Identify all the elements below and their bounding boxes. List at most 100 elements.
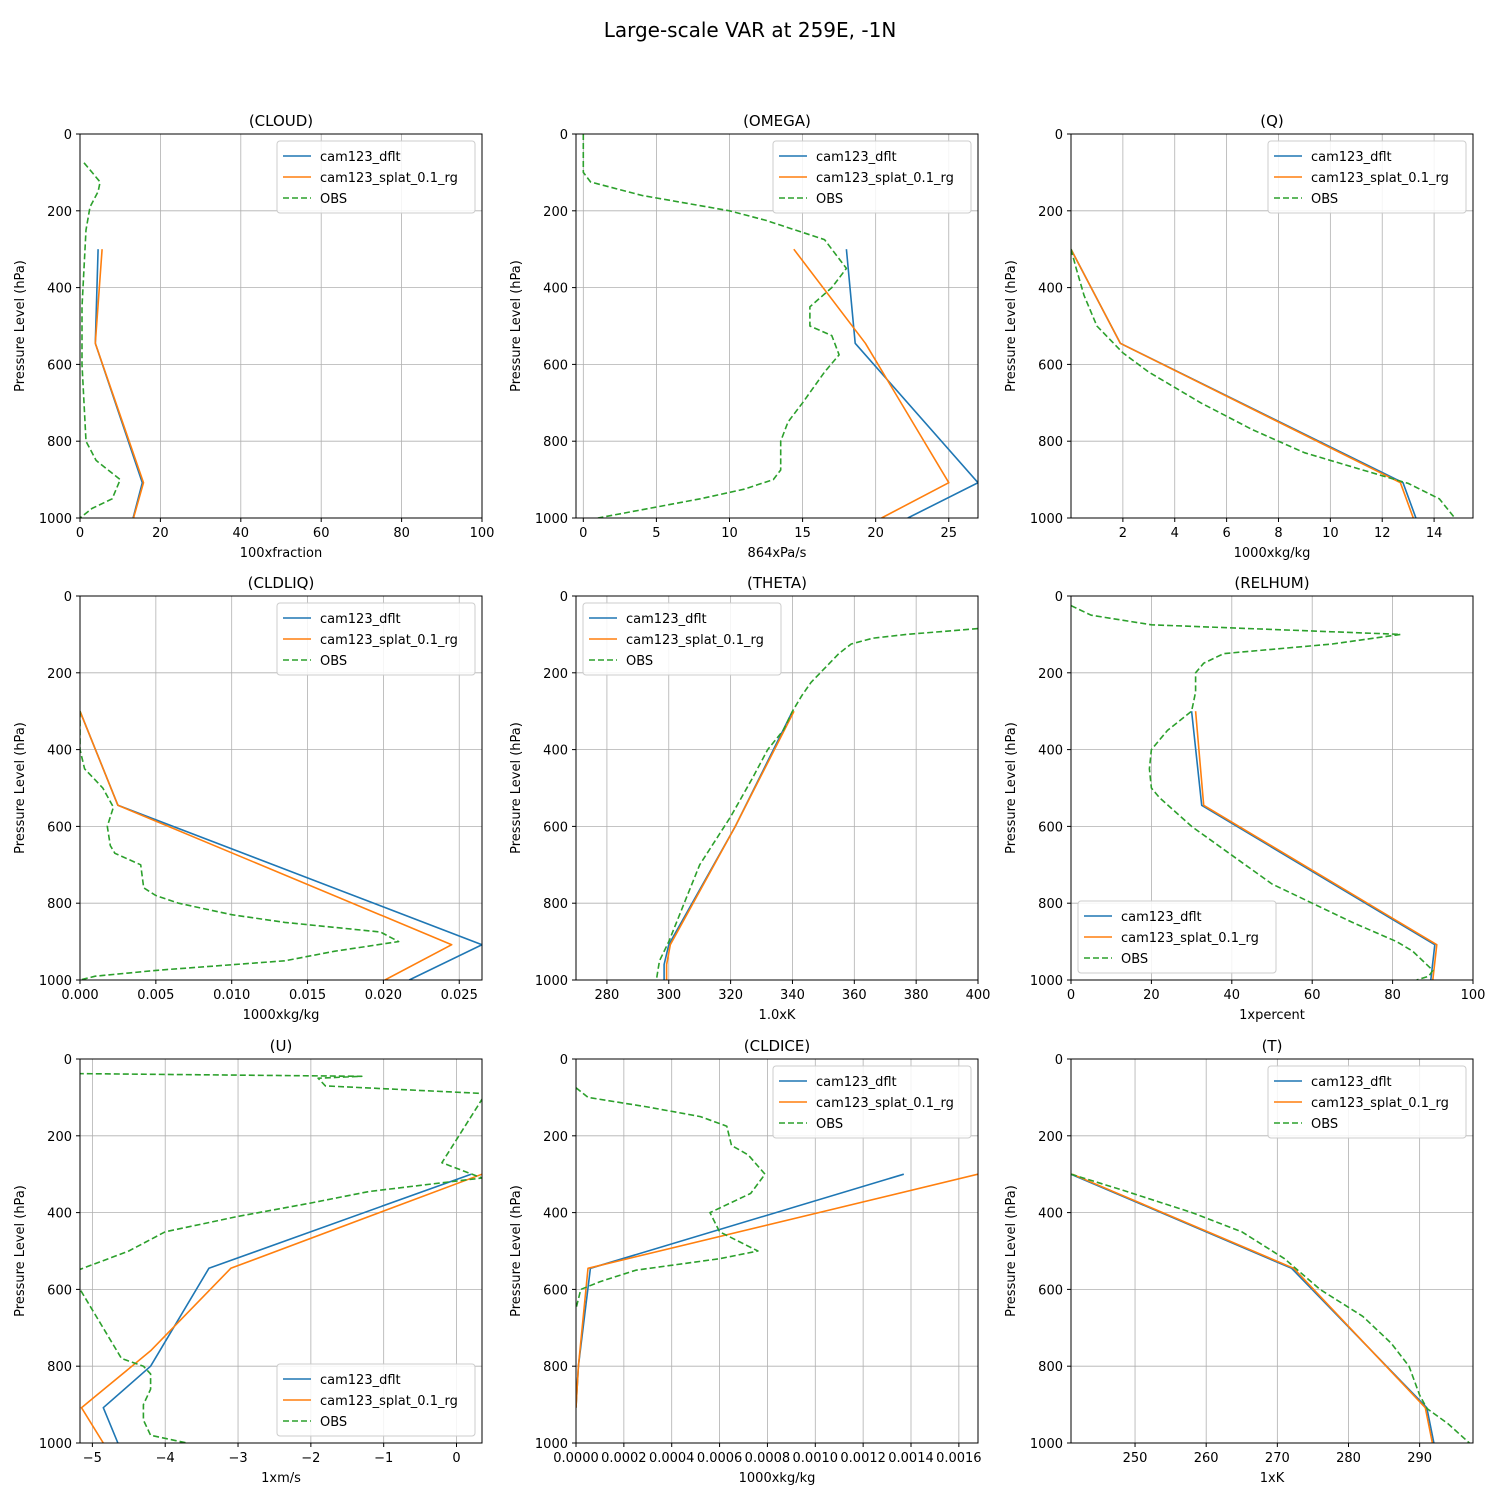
x-tick-label: 250	[1123, 1451, 1148, 1466]
panel-title: (CLOUD)	[249, 112, 313, 130]
x-tick-label: 300	[656, 988, 681, 1003]
y-tick-label: 0	[64, 128, 72, 143]
legend-label: cam123_splat_0.1_rg	[320, 633, 458, 648]
panels: 0 20 40 60 80 10002004006008001000(CLOUD)100x…	[13, 112, 1485, 1486]
x-tick-label: −2	[301, 1451, 320, 1466]
x-axis-label: 1xpercent	[1239, 1008, 1305, 1023]
y-tick-label: 0	[1055, 590, 1063, 605]
legend-label: OBS	[1121, 952, 1148, 967]
y-tick-label: 400	[47, 282, 72, 297]
y-tick-label: 200	[543, 1130, 568, 1145]
series-group	[655, 627, 978, 980]
legend-label: OBS	[626, 654, 653, 669]
series-line-obs	[655, 627, 978, 980]
panel-6: 0 20 40 60 80 10002004006008001000(RELHUM)1xp…	[1004, 574, 1485, 1023]
x-tick-label: 280	[595, 988, 620, 1003]
x-tick-label: 0	[579, 526, 587, 541]
x-tick-label: 0.0008	[745, 1451, 791, 1466]
legend-box	[582, 602, 782, 676]
x-tick-label: 100	[470, 526, 495, 541]
y-tick-label: 0	[560, 1053, 568, 1068]
y-tick-label: 200	[47, 205, 72, 220]
x-tick-label: 0.010	[213, 988, 250, 1003]
series-group	[1071, 248, 1456, 518]
y-axis-label: Pressure Level (hPa)	[509, 1185, 524, 1317]
legend-label: cam123_splat_0.1_rg	[1121, 931, 1259, 946]
legend-label: OBS	[816, 192, 843, 207]
series-group	[576, 1087, 978, 1408]
y-tick-label: 0	[560, 128, 568, 143]
y-tick-label: 200	[1038, 205, 1063, 220]
y-tick-label: 600	[1038, 358, 1063, 373]
legend-box	[276, 1363, 476, 1437]
x-axis-label: 1000xkg/kg	[243, 1008, 320, 1023]
legend-label: cam123_dflt	[1311, 150, 1392, 165]
y-tick-label: 0	[1055, 128, 1063, 143]
panel-title: (RELHUM)	[1234, 574, 1309, 592]
panel-title: (T)	[1262, 1037, 1283, 1055]
panel-7: −5 −4 −3 −2 −1 0 0 200 400 600 800 1000 (U) 1xm/s Pres…	[13, 1037, 483, 1486]
x-tick-label: −5	[83, 1451, 102, 1466]
series-group	[1071, 1173, 1470, 1443]
y-axis-label: Pressure Level (hPa)	[13, 722, 28, 854]
series-line-cam123-splat-0-1-rg	[665, 710, 795, 980]
x-axis-label: 1.0xK	[759, 1008, 796, 1023]
x-tick-label: 270	[1265, 1451, 1290, 1466]
y-tick-label: 400	[47, 744, 72, 759]
y-tick-label: 600	[543, 820, 568, 835]
series-line-cam123-splat-0-1-rg	[80, 710, 453, 980]
y-tick-label: 600	[47, 1283, 72, 1298]
y-tick-label: 1000	[39, 512, 72, 527]
series-line-cam123-splat-0-1-rg	[576, 1173, 978, 1408]
x-tick-label: 10	[721, 526, 738, 541]
panel-4: 0.000 0.005 0.010 0.015 0.020 0.025 0 200 400 600…	[13, 574, 483, 1023]
series-line-cam123-dflt	[102, 1173, 472, 1443]
x-tick-label: 0.0000	[553, 1451, 599, 1466]
series-group	[80, 162, 145, 518]
y-tick-label: 200	[47, 1130, 72, 1145]
x-tick-label: −3	[228, 1451, 247, 1466]
y-tick-label: 400	[1038, 1207, 1063, 1222]
legend-label: OBS	[320, 1415, 347, 1430]
x-tick-label: 0.0006	[697, 1451, 743, 1466]
panel-title: (OMEGA)	[743, 112, 811, 130]
x-tick-label: 320	[718, 988, 743, 1003]
legend: cam123_dflt cam123_splat_0.1_rg OBS	[1267, 1065, 1467, 1139]
legend-box	[772, 140, 972, 214]
y-axis-label: Pressure Level (hPa)	[509, 260, 524, 392]
legend: cam123_dflt cam123_splat_0.1_rg OBS	[276, 602, 476, 676]
axes-frame	[79, 595, 483, 981]
series-line-cam123-splat-0-1-rg	[80, 1173, 482, 1443]
y-tick-label: 400	[1038, 744, 1063, 759]
x-tick-label: 0.025	[441, 988, 478, 1003]
x-tick-label: 14	[1426, 526, 1443, 541]
axes-frame	[79, 133, 483, 519]
x-tick-label: 40	[1224, 988, 1241, 1003]
y-tick-label: 1000	[1030, 512, 1063, 527]
series-line-obs	[582, 134, 848, 518]
y-tick-label: 800	[1038, 897, 1063, 912]
panel-title: (CLDLIQ)	[248, 574, 315, 592]
x-tick-label: 40	[233, 526, 250, 541]
panel-1: 0 20 40 60 80 10002004006008001000(CLOUD)100x…	[13, 112, 494, 561]
legend-label: cam123_dflt	[1311, 1075, 1392, 1090]
legend: cam123_dflt cam123_splat_0.1_rg OBS	[276, 1363, 476, 1437]
legend-label: cam123_dflt	[816, 150, 897, 165]
x-tick-label: 10	[1322, 526, 1339, 541]
series-line-cam123-splat-0-1-rg	[793, 248, 950, 518]
legend-label: cam123_splat_0.1_rg	[320, 1394, 458, 1409]
y-tick-label: 1000	[535, 1437, 568, 1452]
axes-frame	[575, 1058, 979, 1444]
y-tick-label: 800	[543, 897, 568, 912]
x-tick-label: 280	[1336, 1451, 1361, 1466]
y-tick-label: 200	[543, 667, 568, 682]
y-tick-label: 600	[1038, 820, 1063, 835]
panel-title: (CLDICE)	[744, 1037, 810, 1055]
x-tick-label: 80	[1384, 988, 1401, 1003]
y-tick-label: 200	[1038, 667, 1063, 682]
x-tick-label: 0.0010	[793, 1451, 839, 1466]
legend-box	[1077, 900, 1277, 974]
x-tick-label: 0.0012	[840, 1451, 886, 1466]
series-line-cam123-splat-0-1-rg	[1071, 248, 1415, 518]
x-tick-label: 100	[1461, 988, 1486, 1003]
